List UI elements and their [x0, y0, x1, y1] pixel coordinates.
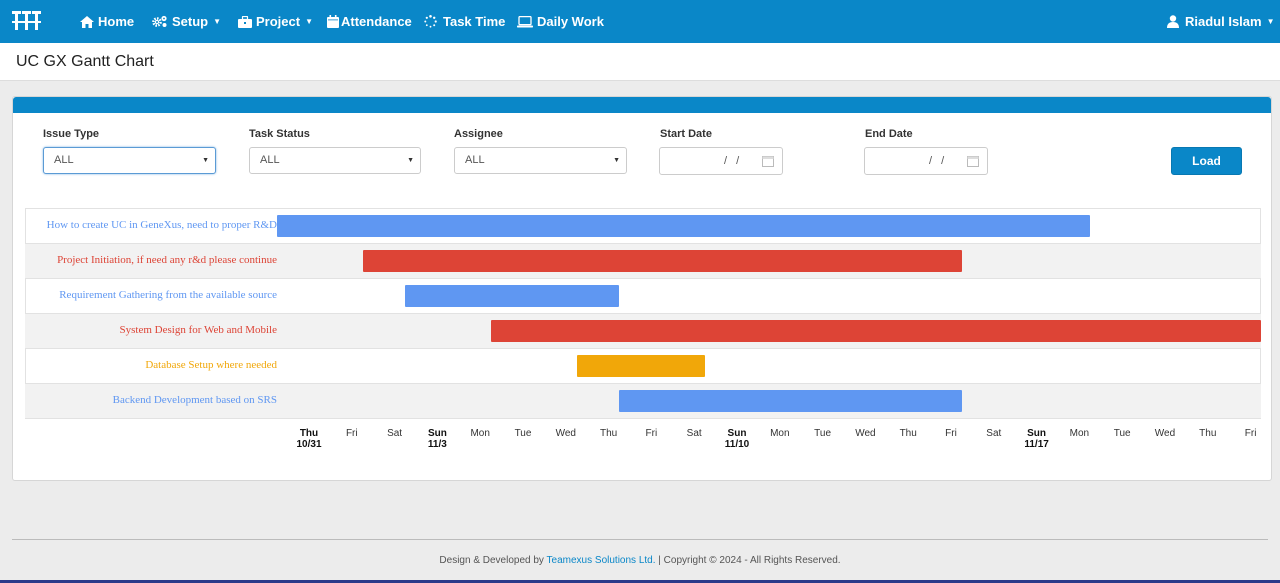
assignee-label: Assignee: [454, 128, 503, 140]
user-name: Riadul Islam: [1185, 14, 1262, 29]
select-arrow-icon: ▼: [407, 157, 414, 164]
task-label-database-setup-where-needed[interactable]: Database Setup where needed: [145, 359, 277, 371]
bottom-strip: [0, 580, 1280, 583]
laptop-icon: [517, 15, 533, 27]
footer-divider: [12, 539, 1268, 540]
axis-tick-label: Wed: [555, 428, 576, 439]
axis-tick-label: Wed: [1154, 428, 1176, 439]
start-date-label: Start Date: [660, 128, 712, 140]
axis-tick-label: Mon: [770, 428, 790, 439]
nav-daily-work[interactable]: Daily Work: [517, 0, 604, 43]
task-bar-database-setup-where-needed[interactable]: [576, 355, 705, 377]
task-bar-how-to-create-uc-in-genexus-need-to-proper-r-d[interactable]: [277, 215, 1091, 237]
footer: Design & Developed by Teamexus Solutions…: [0, 555, 1280, 566]
gantt-row: Project Initiation, if need any r&d plea…: [25, 243, 1261, 278]
axis-tick-label: Wed: [855, 428, 876, 439]
page-title: UC GX Gantt Chart: [16, 53, 154, 70]
panel-header: [13, 97, 1271, 113]
axis-tick-label: Sat: [387, 428, 403, 439]
axis-tick-label: Sat: [686, 428, 702, 439]
axis-tick-label: Fri: [645, 428, 658, 439]
gantt-row: How to create UC in GeneXus, need to pro…: [25, 208, 1261, 243]
axis-tick-label: Thu: [899, 428, 917, 439]
task-label-requirement-gathering-from-the-available-source[interactable]: Requirement Gathering from the available…: [59, 289, 277, 301]
nav-task-time-label: Task Time: [443, 14, 506, 29]
axis-tick-label: Fri: [345, 428, 358, 439]
task-label-backend-development-based-on-srs[interactable]: Backend Development based on SRS: [112, 394, 277, 406]
gears-icon: [152, 15, 167, 27]
task-bar-backend-development-based-on-srs[interactable]: [619, 390, 962, 412]
axis-tick-label: Tue: [814, 428, 832, 439]
caret-down-icon: ▼: [1266, 17, 1275, 26]
select-arrow-icon: ▼: [613, 157, 620, 164]
issue-type-value: ALL: [54, 154, 74, 166]
home-icon: [80, 15, 94, 28]
task-label-system-design-for-web-and-mobile[interactable]: System Design for Web and Mobile: [119, 324, 277, 336]
task-label-how-to-create-uc-in-genexus-need-to-proper-r-d[interactable]: How to create UC in GeneXus, need to pro…: [46, 219, 277, 231]
load-button[interactable]: Load: [1171, 147, 1242, 175]
spinner-icon: [424, 15, 437, 28]
task-bar-requirement-gathering-from-the-available-source[interactable]: [405, 285, 620, 307]
gantt-row: System Design for Web and Mobile: [25, 313, 1261, 348]
nav-setup-label: Setup: [172, 14, 209, 29]
end-date-input[interactable]: / /: [864, 147, 988, 175]
nav-daily-work-label: Daily Work: [537, 14, 604, 29]
start-date-input[interactable]: / /: [659, 147, 783, 175]
calendar-picker-icon[interactable]: [762, 155, 774, 167]
axis-tick-label: Thu: [599, 428, 618, 439]
axis-tick-label: Thu: [1199, 428, 1217, 439]
task-status-label: Task Status: [249, 128, 310, 140]
task-status-select[interactable]: ALL ▼: [249, 147, 421, 174]
assignee-value: ALL: [465, 154, 485, 166]
gantt-row: Database Setup where needed: [25, 348, 1261, 383]
assignee-select[interactable]: ALL ▼: [454, 147, 627, 174]
nav-setup[interactable]: Setup ▼: [152, 0, 221, 43]
axis-tick-label: Mon: [1069, 428, 1090, 439]
footer-copyright: | Copyright © 2024 - All Rights Reserved…: [658, 555, 841, 566]
footer-company-link[interactable]: Teamexus Solutions Ltd.: [546, 555, 656, 566]
axis-tick-label: Thu 10/31: [296, 428, 322, 450]
axis-tick-label: Tue: [1113, 428, 1131, 439]
select-arrow-icon: ▼: [202, 157, 209, 164]
axis-tick-label: Fri: [1244, 428, 1257, 439]
page-header: UC GX Gantt Chart: [0, 43, 1280, 81]
task-label-project-initiation-if-need-any-r-d-please-continue[interactable]: Project Initiation, if need any r&d plea…: [57, 254, 277, 266]
user-menu[interactable]: Riadul Islam ▼: [1167, 0, 1275, 43]
end-date-value: / /: [929, 155, 948, 167]
axis-tick-label: Sat: [986, 428, 1002, 439]
nav-task-time[interactable]: Task Time: [424, 0, 505, 43]
gantt-chart: How to create UC in GeneXus, need to pro…: [25, 208, 1261, 450]
axis-tick-label: Fri: [945, 428, 957, 439]
caret-down-icon: ▼: [305, 17, 313, 26]
task-status-value: ALL: [260, 154, 280, 166]
caret-down-icon: ▼: [213, 17, 222, 26]
issue-type-label: Issue Type: [43, 128, 100, 140]
task-bar-system-design-for-web-and-mobile[interactable]: [491, 320, 1261, 342]
top-navbar: Home Setup ▼ Project ▼ Attendance: [0, 0, 1280, 43]
nav-attendance-label: Attendance: [341, 14, 412, 29]
nav-project-label: Project: [256, 14, 301, 29]
issue-type-select[interactable]: ALL ▼: [43, 147, 216, 174]
nav-attendance[interactable]: Attendance: [327, 0, 412, 43]
start-date-value: / /: [724, 155, 743, 167]
end-date-label: End Date: [865, 128, 913, 140]
app-logo[interactable]: [12, 10, 42, 32]
footer-prefix: Design & Developed by: [439, 555, 544, 566]
calendar-picker-icon[interactable]: [967, 155, 979, 167]
gantt-row: Requirement Gathering from the available…: [25, 278, 1261, 313]
nav-home-label: Home: [98, 14, 135, 29]
axis-tick-label: Sun 11/10: [724, 428, 750, 450]
gantt-row: Backend Development based on SRS: [25, 383, 1261, 418]
task-bar-project-initiation-if-need-any-r-d-please-continue[interactable]: [362, 250, 962, 272]
gantt-panel: Issue Type ALL ▼ Task Status ALL ▼ Assig…: [12, 96, 1272, 481]
axis-tick-label: Sun 11/3: [427, 428, 447, 450]
axis-tick-label: Tue: [514, 428, 532, 439]
calendar-icon: [327, 15, 339, 28]
briefcase-icon: [238, 15, 252, 28]
nav-home[interactable]: Home: [80, 0, 134, 43]
user-icon: [1167, 15, 1179, 28]
nav-project[interactable]: Project ▼: [238, 0, 313, 43]
axis-tick-label: Mon: [470, 428, 490, 439]
axis-tick-label: Sun 11/17: [1024, 428, 1049, 450]
